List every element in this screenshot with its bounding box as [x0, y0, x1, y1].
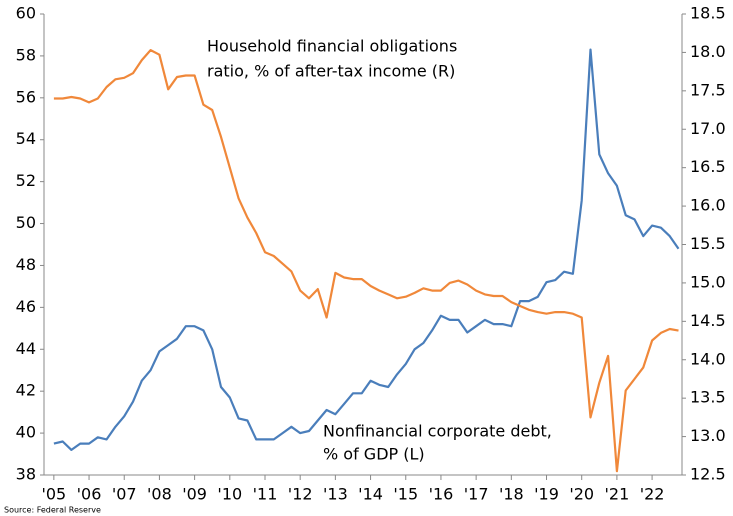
annotation: Nonfinancial corporate debt,: [323, 422, 552, 441]
x-tick-label: '19: [534, 485, 559, 504]
y2-tick-label: 18.5: [690, 4, 726, 23]
y-tick-label: 46: [16, 297, 36, 316]
x-tick-label: '05: [41, 485, 66, 504]
x-tick-label: '17: [464, 485, 489, 504]
y2-tick-label: 14.0: [690, 349, 726, 368]
y2-tick-label: 16.0: [690, 196, 726, 215]
y-tick-label: 56: [16, 87, 36, 106]
x-tick-label: '06: [77, 485, 102, 504]
x-tick-label: '13: [323, 485, 348, 504]
y-tick-label: 44: [16, 339, 36, 358]
x-tick-label: '07: [112, 485, 137, 504]
annotation: ratio, % of after-tax income (R): [207, 62, 455, 81]
y2-tick-label: 13.5: [690, 388, 726, 407]
x-tick-label: '21: [605, 485, 630, 504]
y2-tick-label: 12.5: [690, 465, 726, 484]
y-tick-label: 40: [16, 423, 36, 442]
x-tick-label: '11: [253, 485, 278, 504]
annotation: Household financial obligations: [207, 37, 457, 56]
source: Source: Federal Reserve: [4, 506, 101, 515]
x-tick-label: '08: [147, 485, 172, 504]
y-tick-label: 60: [16, 4, 36, 23]
x-tick-label: '20: [569, 485, 594, 504]
y2-tick-label: 14.5: [690, 311, 726, 330]
x-tick-label: '14: [358, 485, 383, 504]
y-tick-label: 54: [16, 129, 36, 148]
x-tick-label: '12: [288, 485, 313, 504]
x-tick-label: '16: [429, 485, 454, 504]
y2-tick-label: 15.0: [690, 272, 726, 291]
x-tick-label: '15: [393, 485, 418, 504]
annotation: % of GDP (L): [323, 445, 425, 464]
y2-tick-label: 16.5: [690, 157, 726, 176]
y-tick-label: 58: [16, 45, 36, 64]
y-tick-label: 48: [16, 255, 36, 274]
series-line: [53, 49, 679, 473]
y2-tick-label: 13.0: [690, 426, 726, 445]
y-tick-label: 50: [16, 213, 36, 232]
y-tick-label: 52: [16, 171, 36, 190]
x-tick-label: '18: [499, 485, 524, 504]
y2-tick-label: 17.0: [690, 119, 726, 138]
x-tick-label: '22: [640, 485, 665, 504]
series-line: [53, 48, 680, 451]
x-tick-label: '10: [217, 485, 242, 504]
y-tick-label: 38: [16, 465, 36, 484]
y-tick-label: 42: [16, 381, 36, 400]
y2-tick-label: 15.5: [690, 234, 726, 253]
y2-tick-label: 18.0: [690, 42, 726, 61]
y2-tick-label: 17.5: [690, 80, 726, 99]
x-tick-label: '09: [182, 485, 207, 504]
